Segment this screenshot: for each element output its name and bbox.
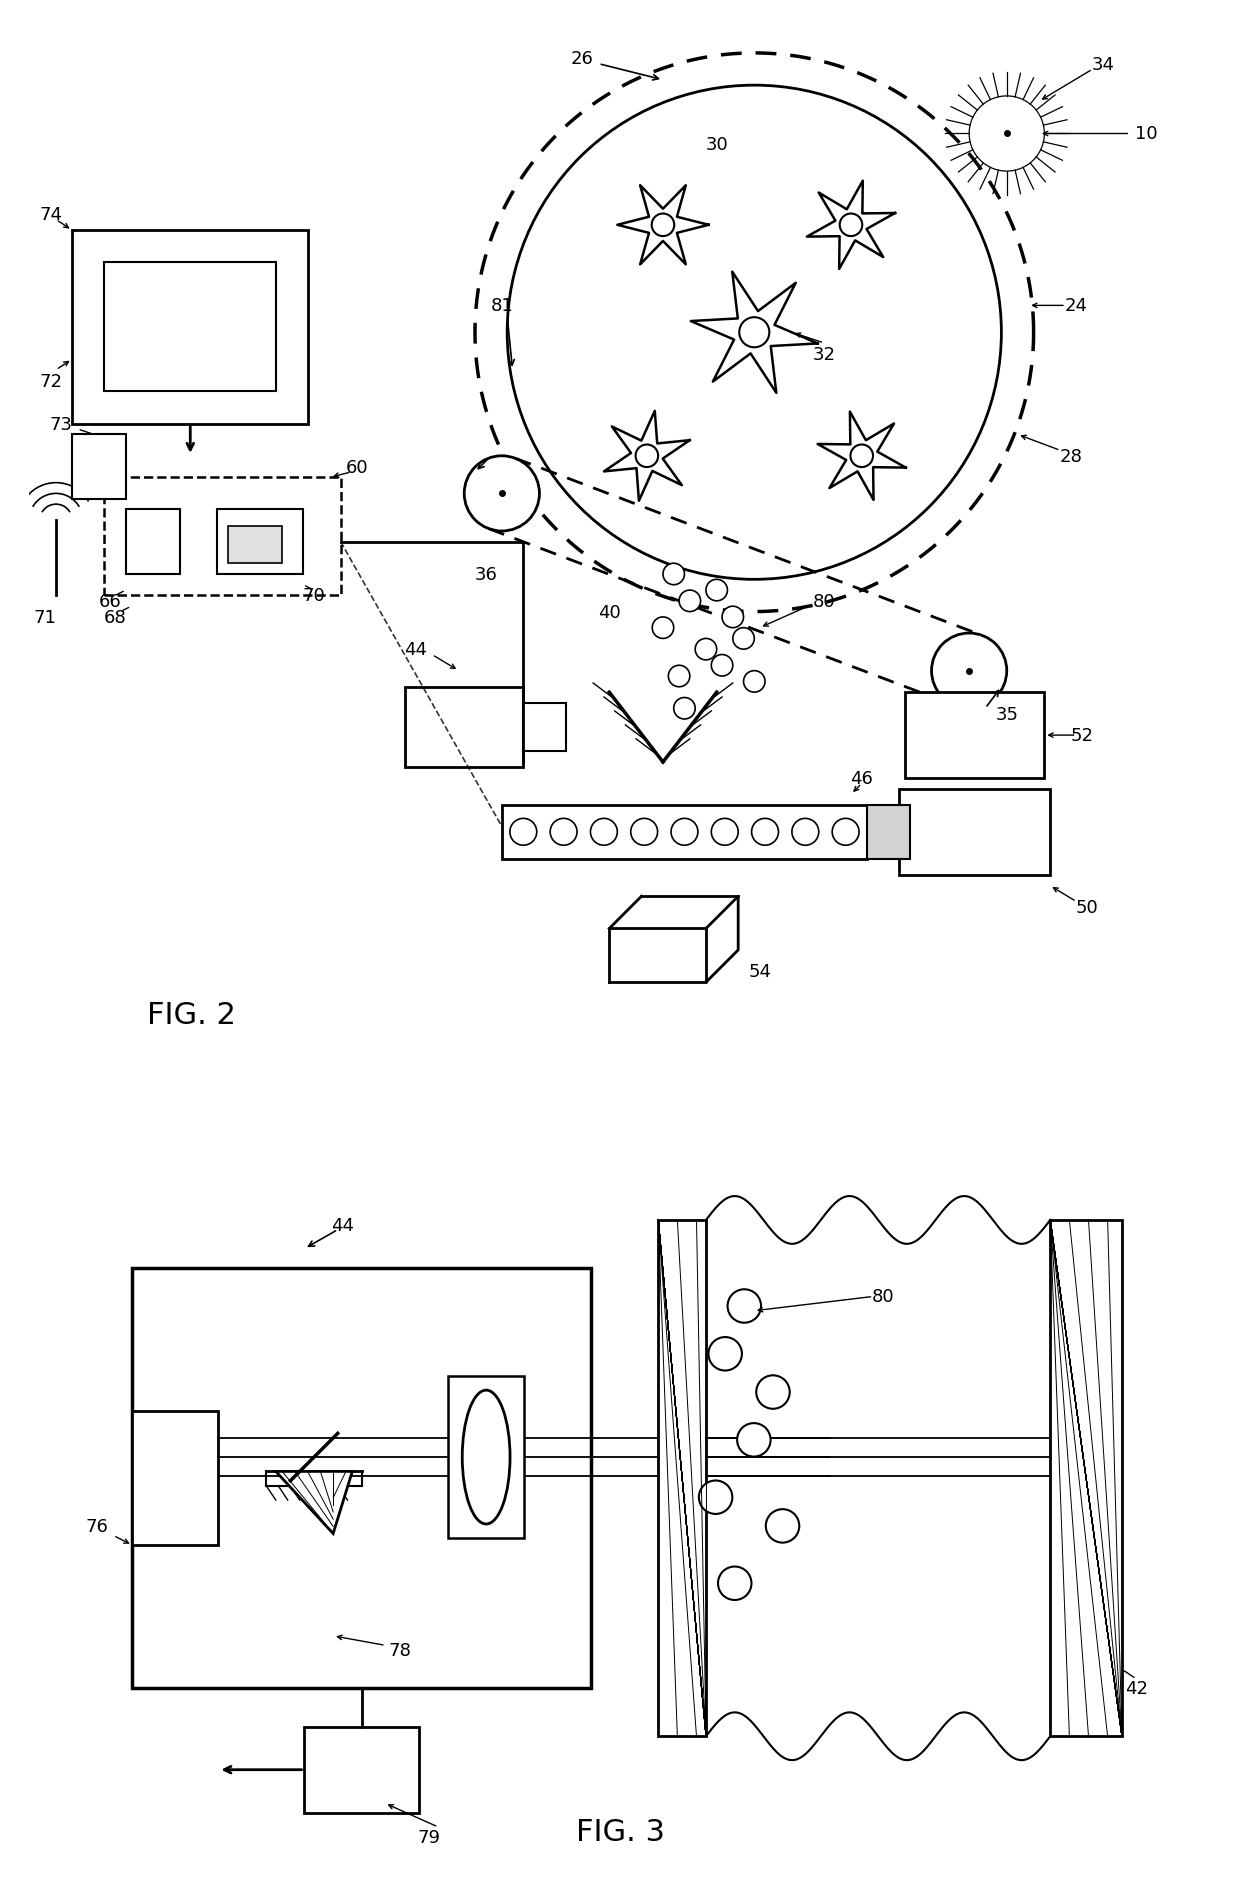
Circle shape (464, 457, 539, 531)
Bar (867, 805, 910, 859)
Ellipse shape (463, 1390, 510, 1524)
Circle shape (696, 638, 717, 661)
Text: 70: 70 (303, 587, 325, 604)
Circle shape (663, 565, 684, 586)
Circle shape (671, 820, 698, 846)
Text: 72: 72 (40, 372, 62, 391)
Circle shape (680, 591, 701, 612)
Text: 68: 68 (104, 608, 126, 627)
Circle shape (706, 580, 728, 601)
Circle shape (751, 820, 779, 846)
Circle shape (673, 699, 696, 720)
Bar (405, 688, 523, 769)
Text: FIG. 2: FIG. 2 (148, 1001, 236, 1030)
Bar (899, 790, 1050, 875)
Circle shape (766, 1509, 800, 1543)
Circle shape (712, 655, 733, 676)
Bar (228, 527, 281, 565)
Text: 54: 54 (748, 963, 771, 980)
Text: 30: 30 (706, 136, 728, 155)
Circle shape (510, 820, 537, 846)
Bar (1050, 1220, 1122, 1736)
Circle shape (792, 820, 818, 846)
Circle shape (839, 215, 862, 236)
Circle shape (507, 87, 1002, 580)
Text: 32: 32 (812, 346, 836, 363)
Text: 40: 40 (598, 603, 621, 621)
Circle shape (722, 606, 744, 629)
Text: 71: 71 (33, 608, 57, 627)
Circle shape (551, 820, 577, 846)
Text: 36: 36 (474, 565, 497, 584)
Bar (104, 478, 341, 597)
Circle shape (636, 446, 658, 468)
Circle shape (652, 215, 675, 236)
Circle shape (590, 820, 618, 846)
Circle shape (728, 1290, 761, 1322)
Bar (133, 1268, 591, 1689)
Circle shape (739, 317, 769, 348)
Circle shape (851, 446, 873, 468)
Bar (72, 434, 125, 499)
Text: 80: 80 (872, 1288, 894, 1305)
Circle shape (699, 1481, 733, 1515)
Circle shape (668, 667, 689, 688)
Polygon shape (275, 1472, 352, 1534)
Text: 26: 26 (570, 51, 594, 68)
Bar (72, 230, 309, 425)
Circle shape (931, 633, 1007, 708)
Bar (448, 1375, 525, 1538)
Bar (133, 1411, 218, 1545)
Circle shape (737, 1424, 770, 1456)
Text: 10: 10 (1135, 125, 1158, 144)
Circle shape (631, 820, 657, 846)
Circle shape (712, 820, 738, 846)
Bar (217, 510, 303, 574)
Text: 74: 74 (40, 206, 62, 225)
Text: 28: 28 (1060, 448, 1083, 465)
Bar (658, 1220, 706, 1736)
Text: 76: 76 (86, 1517, 108, 1536)
Text: 78: 78 (388, 1642, 412, 1659)
Text: 42: 42 (1125, 1679, 1148, 1698)
Text: 79: 79 (418, 1829, 440, 1846)
Circle shape (832, 820, 859, 846)
Circle shape (718, 1566, 751, 1600)
Bar (305, 1727, 419, 1813)
Bar (502, 805, 867, 859)
Text: 66: 66 (98, 593, 122, 610)
Text: 46: 46 (851, 769, 873, 788)
Text: 34: 34 (1092, 55, 1115, 74)
Text: 80: 80 (812, 593, 836, 610)
Bar (523, 703, 567, 752)
Circle shape (744, 671, 765, 693)
Text: 44: 44 (331, 1217, 355, 1234)
Circle shape (652, 618, 673, 638)
Text: 44: 44 (404, 640, 428, 659)
Text: 73: 73 (50, 416, 73, 433)
Circle shape (756, 1375, 790, 1409)
Circle shape (733, 629, 754, 650)
Bar (125, 510, 180, 574)
Circle shape (708, 1337, 742, 1371)
Text: 81: 81 (491, 297, 513, 315)
Text: 60: 60 (346, 459, 368, 476)
Bar (104, 263, 277, 393)
Text: 35: 35 (996, 705, 1018, 723)
Text: FIG. 3: FIG. 3 (575, 1817, 665, 1846)
Bar (905, 693, 1044, 778)
Text: 50: 50 (1076, 899, 1099, 916)
Text: 52: 52 (1070, 727, 1094, 744)
Text: 24: 24 (1065, 297, 1087, 315)
